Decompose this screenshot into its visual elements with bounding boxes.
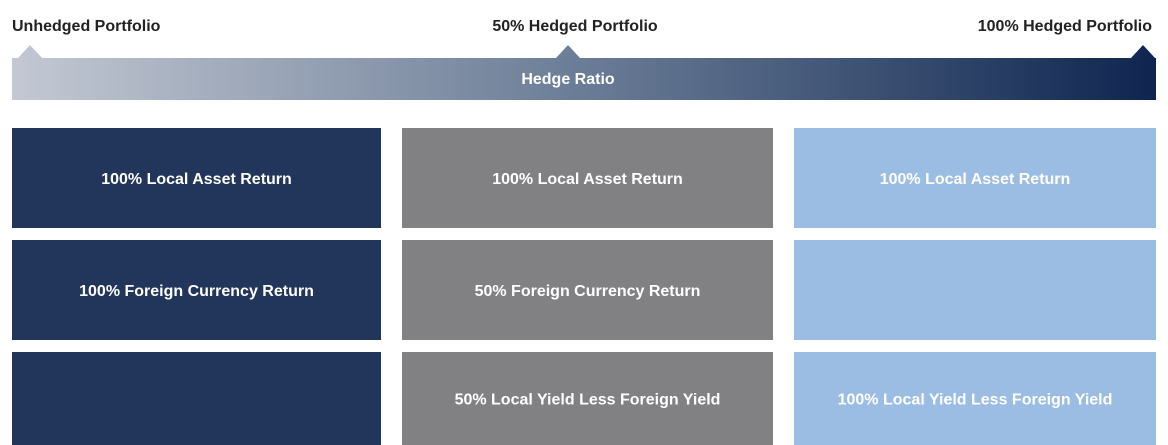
header-label: 50% Hedged Portfolio xyxy=(492,18,658,35)
cell-box xyxy=(402,240,773,340)
cell-label: 50% Local Yield Less Foreign Yield xyxy=(455,392,721,409)
cell-label: 100% Local Asset Return xyxy=(101,171,292,188)
cell-box xyxy=(794,240,1156,340)
header-label: 100% Hedged Portfolio xyxy=(978,18,1152,35)
cell-box xyxy=(12,240,381,340)
cell-box xyxy=(794,352,1156,445)
cell-label: 100% Local Asset Return xyxy=(880,171,1071,188)
cell-label: 100% Foreign Currency Return xyxy=(79,283,314,300)
hedge-ratio-bar xyxy=(12,45,1156,100)
cell-box xyxy=(794,128,1156,228)
cell-label: 100% Local Yield Less Foreign Yield xyxy=(838,392,1113,409)
cell-label: 50% Foreign Currency Return xyxy=(475,283,701,300)
header-label: Unhedged Portfolio xyxy=(12,18,161,35)
cell-box xyxy=(402,128,773,228)
cell-label: 100% Local Asset Return xyxy=(492,171,683,188)
bar-label: Hedge Ratio xyxy=(521,71,615,88)
cell-box xyxy=(402,352,773,445)
cell-box xyxy=(12,128,381,228)
cell-box xyxy=(12,352,381,445)
